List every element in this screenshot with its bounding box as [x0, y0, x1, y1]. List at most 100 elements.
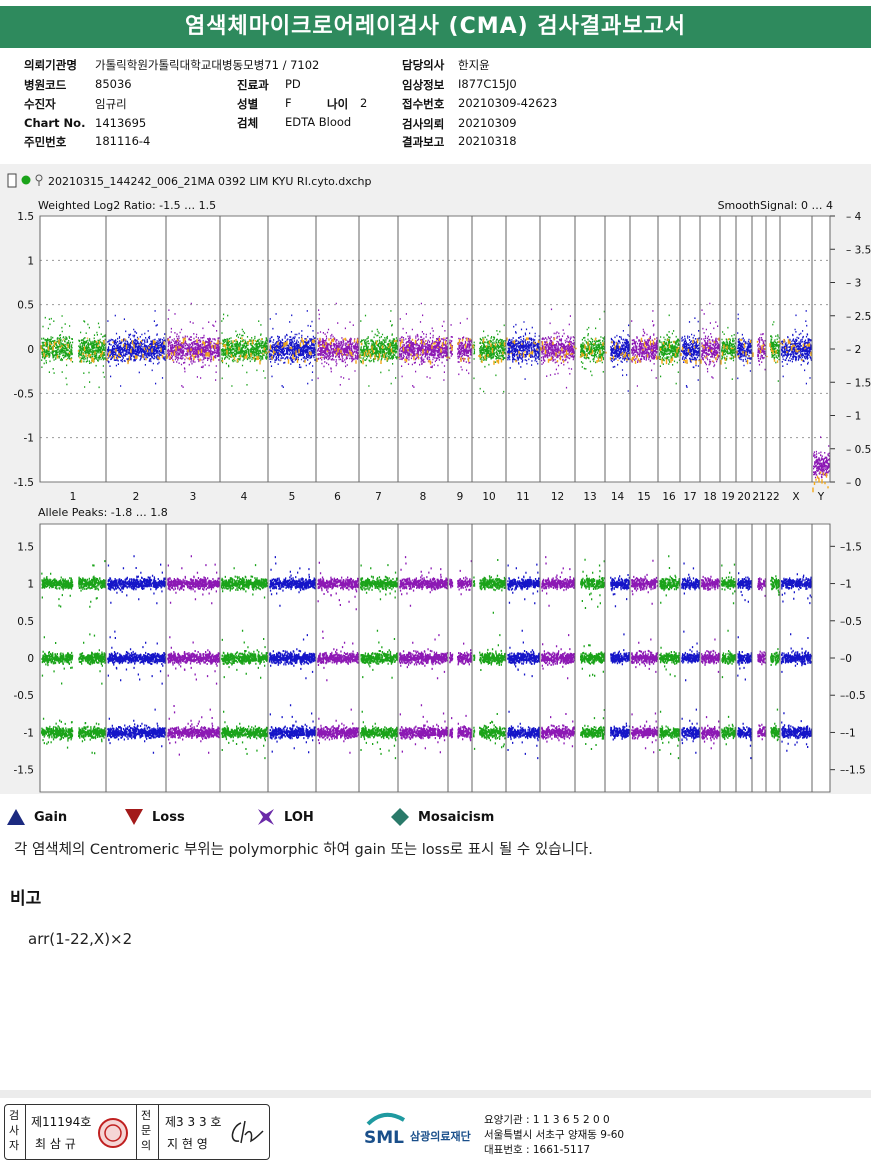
- chr-8-log2-points: [398, 302, 449, 388]
- doctor-label: 담당의사: [402, 58, 445, 72]
- svg-text:SML: SML: [364, 1128, 404, 1148]
- dept-label: 진료과: [237, 78, 269, 92]
- signature-icon: [231, 1120, 264, 1144]
- chr-smooth-signal: [316, 337, 359, 364]
- allele-band: [41, 717, 107, 755]
- allele-band: [737, 636, 753, 681]
- allele-band: [221, 564, 268, 599]
- allele-band: [610, 722, 631, 741]
- chr-smooth-signal: [736, 338, 752, 365]
- bottom-right-tick: –1.5: [840, 541, 862, 553]
- chr-label-20: 20: [737, 491, 750, 503]
- chr-label-14: 14: [611, 491, 625, 503]
- legend: Gain Loss LOH Mosaicism: [0, 806, 871, 832]
- bottom-right-tick: –-0.5: [840, 690, 866, 702]
- allele-band: [507, 629, 541, 678]
- chr-smooth-signal: [359, 339, 397, 365]
- chr-smooth-signal: [540, 337, 575, 363]
- chr-10-allele-points: [473, 559, 507, 750]
- patient-value: 임규리: [95, 97, 127, 111]
- org-address: 서울특별시 서초구 양재동 9-60: [484, 1129, 625, 1141]
- chr-label-19: 19: [721, 491, 734, 503]
- chr-label-13: 13: [583, 491, 596, 503]
- allele-band: [317, 708, 359, 754]
- top-panel-right-title: SmoothSignal: 0 … 4: [718, 199, 833, 212]
- allele-band: [541, 634, 575, 680]
- allele-band: [449, 714, 473, 742]
- chr-smooth-signal: [398, 337, 448, 365]
- top-right-tick: – 3.5: [846, 244, 871, 256]
- receipt-value: 20210309-42623: [458, 96, 558, 110]
- bottom-right-tick: –0: [840, 653, 852, 665]
- top-right-tick: – 0.5: [846, 444, 871, 456]
- chr-label-21: 21: [752, 491, 765, 503]
- allele-band: [681, 708, 701, 754]
- chr-11-allele-points: [507, 563, 541, 760]
- allele-band: [41, 560, 107, 608]
- allele-band: [781, 712, 813, 752]
- loh-star-icon: [258, 809, 274, 825]
- institution-label: 의뢰기관명: [24, 58, 77, 72]
- allele-band: [631, 638, 659, 673]
- allele-band: [167, 636, 221, 685]
- chr-label-17: 17: [683, 491, 696, 503]
- org-name: 삼광의료재단: [410, 1130, 471, 1143]
- remark-title: 비고: [10, 889, 42, 909]
- allele-band: [360, 710, 399, 760]
- chr-log2-scatter: [107, 310, 167, 387]
- allele-band: [107, 555, 166, 605]
- chr-label-Y: Y: [817, 491, 825, 503]
- allele-band: [781, 633, 812, 673]
- chr-smooth-signal: [605, 341, 630, 361]
- chr-21-allele-points: [757, 577, 767, 741]
- top-right-tick: – 3: [846, 278, 861, 290]
- footer-divider: [0, 1090, 871, 1098]
- chr-label-8: 8: [420, 491, 427, 503]
- chr-X-log2-points: [780, 310, 813, 385]
- examiner-label: 검사자: [9, 1109, 20, 1152]
- allele-peaks-panel: 1.5 1 0.5 0 -0.5 -1 -1.5 –1.5 –1 –0.5 –0 –-0.5 –-1 –-…: [14, 523, 866, 793]
- patient-label: 수진자: [24, 97, 56, 111]
- top-left-tick: 1.5: [17, 211, 34, 223]
- allele-band: [41, 633, 107, 685]
- seal-stamp-icon: [98, 1118, 128, 1148]
- id-no-value: 181116-4: [95, 134, 151, 148]
- chr-smooth-signal: [752, 340, 766, 357]
- legend-loss: Loss: [124, 808, 185, 826]
- chr-13-log2-points: [575, 310, 606, 377]
- allele-band: [507, 710, 541, 760]
- chr-2-allele-points: [107, 555, 167, 754]
- age-label: 나이: [327, 97, 349, 111]
- chr-label-16: 16: [662, 491, 676, 503]
- age-value: 2: [360, 96, 368, 110]
- chr-16-allele-points: [659, 555, 681, 760]
- chr-22-log2-points: [766, 321, 781, 382]
- top-panel-title: Weighted Log2 Ratio: -1.5 … 1.5: [38, 199, 216, 212]
- chr-smooth-signal: [630, 337, 658, 364]
- chr-16-log2-points: [658, 314, 681, 385]
- chr-label-9: 9: [457, 491, 464, 503]
- top-right-tick: – 1.5: [846, 377, 871, 389]
- chr-label-3: 3: [190, 491, 197, 503]
- top-right-tick: – 2: [846, 344, 861, 356]
- allele-band: [360, 564, 398, 601]
- chr-label-22: 22: [766, 491, 779, 503]
- chr-smooth-signal: [575, 338, 604, 363]
- id-no-label: 주민번호: [24, 135, 67, 149]
- report-date-label: 결과보고: [402, 135, 445, 149]
- sex-label: 성별: [237, 97, 259, 111]
- allele-band: [701, 575, 721, 591]
- allele-band: [473, 713, 507, 750]
- allele-band: [721, 715, 737, 746]
- signature-box: 검사자 제11194호 최 삼 규 전문의 제3 3 3 호 지 현 영: [4, 1104, 270, 1160]
- chr-label-12: 12: [551, 491, 564, 503]
- dept-value: PD: [285, 77, 301, 91]
- examiner-name: 최 삼 규: [35, 1137, 76, 1151]
- file-name: 20210315_144242_006_21MA 0392 LIM KYU RI…: [48, 175, 372, 188]
- org-phone: 대표번호 : 1661-5117: [484, 1144, 591, 1156]
- bottom-right-tick: –-1: [840, 727, 856, 739]
- allele-band: [737, 722, 753, 760]
- chr-1-log2-points: [40, 315, 107, 389]
- allele-band: [167, 555, 220, 605]
- allele-band: [449, 642, 473, 666]
